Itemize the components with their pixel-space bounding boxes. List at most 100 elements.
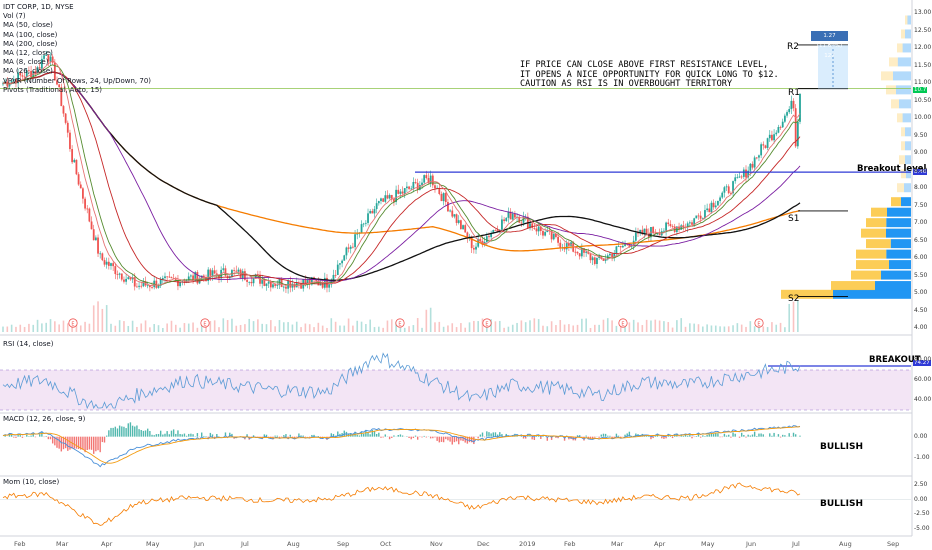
volume-bar [84, 321, 86, 332]
volume-bar [166, 323, 168, 332]
candle-body [97, 237, 99, 254]
candle-body [613, 253, 616, 258]
macd-histogram-bar [302, 435, 304, 437]
macd-histogram-bar [97, 436, 99, 451]
macd-histogram-bar [123, 426, 125, 437]
macd-histogram-bar [382, 436, 384, 438]
volume-bar [550, 321, 553, 332]
pivot-r1-label: R1 [788, 88, 800, 98]
macd-histogram-bar [613, 436, 615, 438]
volume-bar [697, 324, 700, 332]
macd-histogram-bar [680, 435, 682, 437]
month-label-10: Dec [477, 540, 490, 548]
candle-body [142, 281, 145, 287]
volume-bar [308, 324, 311, 332]
candle-body [442, 193, 445, 202]
macd-histogram-bar [201, 432, 203, 437]
macd-histogram-bar [375, 434, 378, 437]
vpvr-down-bar [905, 15, 908, 25]
candle-body [447, 202, 449, 212]
candle-body [125, 278, 128, 282]
candle-body [75, 159, 78, 175]
month-label-11: 2019 [519, 540, 536, 548]
legend-vpvr: VPVR (Number Of Rows, 24, Up/Down, 70) [3, 76, 152, 85]
candle-body [209, 269, 212, 276]
candle-body [453, 214, 456, 217]
earnings-marker-label: E [71, 322, 74, 328]
candle-body [10, 80, 13, 84]
pivot-s2-label: S2 [788, 294, 800, 304]
macd-histogram-bar [192, 434, 194, 437]
volume-bar [438, 321, 441, 332]
candle-body [306, 279, 309, 284]
month-label-9: Nov [430, 540, 443, 548]
candle-body [505, 217, 508, 221]
last-price-tag: 10.7 [913, 87, 928, 93]
candle-body [609, 253, 611, 256]
macd-histogram-bar [196, 433, 199, 437]
macd-histogram-bar [470, 436, 473, 443]
candle-body [738, 176, 741, 178]
candle-body [252, 277, 255, 284]
month-label-5: Jul [241, 540, 249, 548]
macd-histogram-bar [442, 436, 445, 443]
macd-histogram-bar [164, 433, 166, 437]
volume-bar [49, 319, 52, 332]
vpvr-down-bar [897, 43, 903, 53]
candle-body [107, 261, 110, 266]
macd-histogram-bar [326, 436, 328, 440]
target-measure-box: 1.27 (11.69%) 127 [811, 31, 848, 59]
macd-histogram-bar [317, 436, 320, 437]
candle-body [673, 226, 676, 232]
macd-histogram-bar [717, 433, 719, 437]
earnings-marker [482, 318, 492, 328]
candle-body [177, 279, 179, 287]
vpvr-up-bar [887, 207, 911, 217]
volume-bar [641, 325, 644, 332]
candle-body [682, 225, 685, 227]
candle-body [695, 215, 698, 219]
candle-body [73, 159, 76, 163]
vpvr-down-bar [881, 71, 893, 81]
macd-histogram-bar [611, 436, 613, 439]
volume-bar [680, 318, 683, 332]
earnings-marker [618, 318, 628, 328]
candle-body [233, 270, 236, 271]
candle-body [449, 210, 451, 212]
macd-histogram-bar [99, 436, 101, 453]
candle-body [207, 269, 210, 281]
macd-histogram-bar [607, 435, 609, 437]
macd-histogram-bar [332, 433, 335, 437]
macd-histogram-bar [80, 436, 82, 450]
candle-body [477, 238, 480, 247]
macd-histogram-bar [423, 435, 425, 437]
volume-bar [395, 321, 397, 332]
macd-histogram-bar [628, 431, 631, 437]
candle-body [28, 70, 30, 72]
candle-body [783, 115, 786, 122]
legend-ma8: MA (8, close) [3, 58, 49, 67]
month-label-4: Jun [194, 540, 205, 548]
macd-histogram-bar [686, 435, 689, 437]
macd-histogram-bar [725, 435, 728, 437]
macd-histogram-bar [738, 436, 741, 438]
candle-body [47, 55, 50, 62]
macd-histogram-bar [159, 430, 162, 437]
macd-histogram-bar [105, 435, 108, 437]
macd-histogram-bar [177, 430, 179, 437]
volume-bar [282, 322, 285, 332]
month-label-14: Apr [654, 540, 666, 548]
candle-body [470, 236, 473, 249]
candle-body [546, 230, 549, 233]
mom-bullish-label: BULLISH [820, 499, 864, 509]
volume-bar [533, 318, 536, 332]
macd-histogram-bar [388, 436, 391, 440]
volume-bar [425, 309, 428, 332]
volume-bar [75, 320, 78, 332]
vpvr-up-bar [889, 260, 911, 270]
candle-body [723, 187, 726, 193]
volume-bar [684, 326, 687, 332]
candle-body [663, 230, 665, 232]
vpvr-down-bar [851, 270, 881, 280]
macd-histogram-bar [274, 435, 276, 437]
